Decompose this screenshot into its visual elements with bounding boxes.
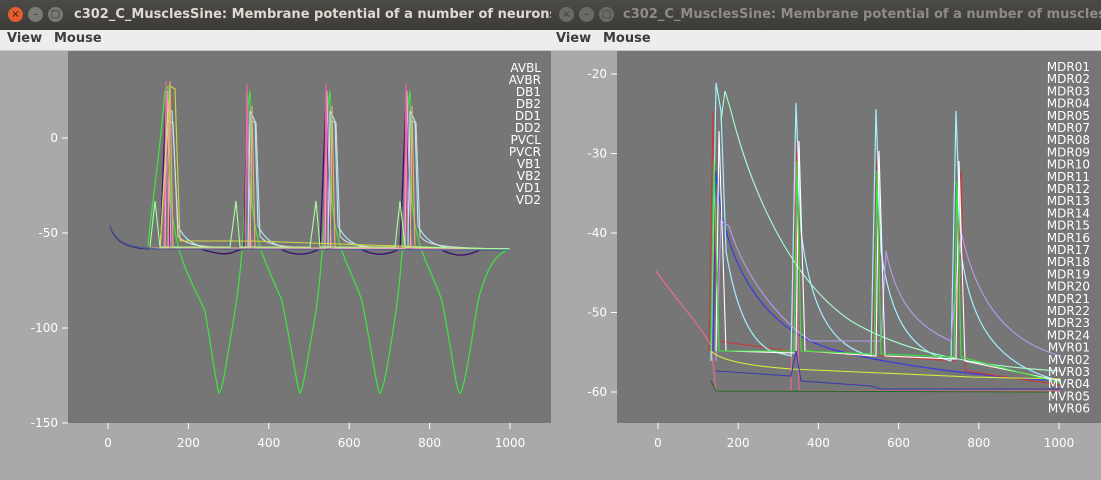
x-tick-label: 1000 [1044, 436, 1075, 450]
trace-mdr01 [712, 170, 1062, 382]
x-tick-label: 0 [654, 436, 662, 450]
x-tick-label: 200 [727, 436, 750, 450]
legend-item: MDR01 [1047, 60, 1090, 74]
x-tick-label: 400 [807, 436, 830, 450]
legend-item: MDR20 [1047, 280, 1090, 294]
legend-item: MDR23 [1047, 316, 1090, 330]
mouse-menu[interactable]: Mouse [54, 31, 102, 46]
x-tick-label: 600 [338, 436, 361, 450]
legend-item: MDR12 [1047, 182, 1090, 196]
legend-item: DB2 [516, 97, 541, 111]
trace-mdr18 [715, 350, 1061, 390]
plot-area[interactable] [68, 51, 551, 423]
mouse-menu[interactable]: Mouse [603, 31, 651, 46]
legend-item: DD1 [515, 109, 541, 123]
trace-vd1 [149, 200, 511, 250]
legend-item: MDR18 [1047, 255, 1090, 269]
menu-bar: View Mouse [0, 30, 551, 51]
trace-vb2 [148, 80, 511, 250]
trace-mvr01 [710, 350, 1062, 380]
legend-item: VB2 [517, 169, 541, 183]
legend-item: MDR08 [1047, 133, 1090, 147]
y-tick-label: -40 [587, 226, 607, 240]
minimize-window-button[interactable]: – [28, 7, 43, 22]
legend-item: MVR03 [1048, 365, 1090, 379]
y-tick-label: -50 [38, 226, 58, 240]
legend-item: MVR04 [1048, 377, 1090, 391]
neurons-plot-window: × – □ c302_C_MusclesSine: Membrane poten… [0, 0, 551, 480]
legend-item: PVCR [509, 145, 541, 159]
neurons-plot[interactable]: 0-50-100-150 0 200 400 600 800 1000 AVBLAVBRD… [0, 51, 551, 480]
legend-item: MDR22 [1047, 304, 1090, 318]
trace-mvr04 [710, 160, 1062, 384]
legend-item: VB1 [517, 157, 541, 171]
legend-item: MVR02 [1048, 353, 1090, 367]
muscles-plot[interactable]: -20-30-40-50-60 0 200 400 600 800 1000 MDR01M… [551, 51, 1101, 480]
y-tick-label: -100 [31, 321, 58, 335]
x-tick-label: 400 [257, 436, 280, 450]
legend-item: MDR02 [1047, 72, 1090, 86]
close-window-button[interactable]: × [8, 7, 23, 22]
legend-item: MDR14 [1047, 206, 1090, 220]
legend-item: MDR09 [1047, 145, 1090, 159]
title-bar[interactable]: × – □ c302_C_MusclesSine: Membrane poten… [0, 0, 551, 30]
title-bar[interactable]: × – □ c302_C_MusclesSine: Membrane poten… [551, 0, 1101, 30]
x-tick-label: 200 [177, 436, 200, 450]
y-tick-label: -20 [587, 67, 607, 81]
legend-item: MDR16 [1047, 231, 1090, 245]
legend-item: VD1 [516, 181, 541, 195]
plot-area[interactable] [617, 51, 1101, 423]
trace-mdr13 [720, 90, 1062, 372]
legend-item: DD2 [515, 121, 541, 135]
x-tick-label: 800 [967, 436, 990, 450]
x-tick-label: 800 [418, 436, 441, 450]
legend-item: MVR05 [1048, 389, 1090, 403]
y-tick-label: -60 [587, 385, 607, 399]
legend-item: MDR11 [1047, 170, 1090, 184]
legend-item: PVCL [510, 133, 541, 147]
legend-item: VD2 [516, 193, 541, 207]
x-tick-label: 600 [887, 436, 910, 450]
y-tick-label: -150 [31, 416, 58, 430]
maximize-window-button[interactable]: □ [599, 7, 614, 22]
legend-item: MDR17 [1047, 243, 1090, 257]
legend-item: MDR21 [1047, 292, 1090, 306]
view-menu[interactable]: View [7, 31, 43, 46]
legend-item: MDR13 [1047, 194, 1090, 208]
legend-item: MVR01 [1048, 341, 1090, 355]
legend-item: MDR07 [1047, 121, 1090, 135]
legend-item: MDR03 [1047, 84, 1090, 98]
legend-item: AVBL [510, 61, 541, 75]
view-menu[interactable]: View [556, 31, 592, 46]
legend-item: MDR05 [1047, 109, 1090, 123]
window-title: c302_C_MusclesSine: Membrane potential o… [74, 7, 551, 22]
muscles-plot-window: × – □ c302_C_MusclesSine: Membrane poten… [551, 0, 1101, 480]
y-tick-label: -50 [587, 306, 607, 320]
trace-vd2 [109, 224, 511, 251]
legend-item: MDR24 [1047, 328, 1090, 342]
y-tick-label: 0 [50, 131, 58, 145]
legend-item: MDR04 [1047, 97, 1090, 111]
maximize-window-button[interactable]: □ [48, 7, 63, 22]
trace-mdr09 [715, 220, 1062, 362]
legend-item: DB1 [516, 85, 541, 99]
menu-bar: View Mouse [551, 30, 1101, 51]
x-tick-label: 1000 [495, 436, 526, 450]
x-tick-label: 0 [104, 436, 112, 450]
window-title: c302_C_MusclesSine: Membrane potential o… [623, 7, 1101, 22]
close-window-button[interactable]: × [559, 7, 574, 22]
legend-item: MVR06 [1048, 402, 1090, 416]
legend-item: MDR15 [1047, 219, 1090, 233]
legend-item: MDR19 [1047, 267, 1090, 281]
legend-item: AVBR [509, 73, 541, 87]
trace-mdr20 [710, 380, 1062, 393]
y-tick-label: -30 [587, 147, 607, 161]
legend-item: MDR10 [1047, 158, 1090, 172]
trace-mdr05 [710, 82, 1062, 382]
trace-avbl [147, 83, 511, 394]
minimize-window-button[interactable]: – [579, 7, 594, 22]
